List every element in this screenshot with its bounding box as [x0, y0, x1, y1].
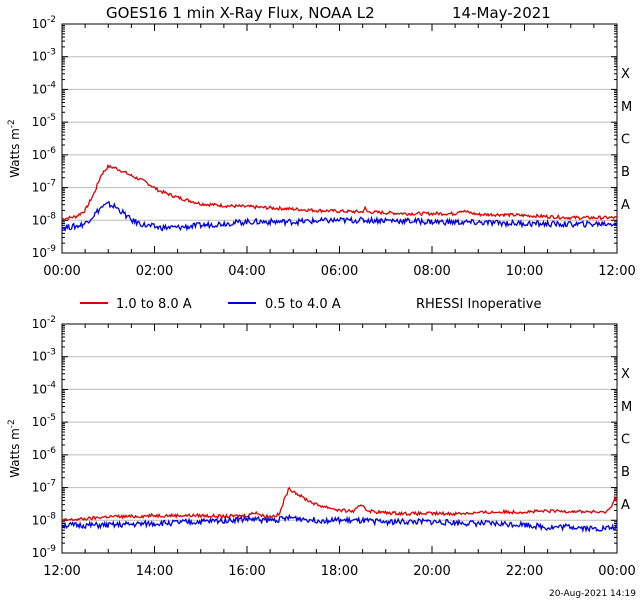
top-plot-frame	[61, 23, 618, 254]
bottom-ytick-base: 10	[32, 350, 47, 364]
top-ytick-base: 10	[32, 50, 47, 64]
top-ytick-exponent: -5	[47, 113, 56, 123]
top-xtick-label: 12:00	[598, 264, 635, 279]
top-flare-class-c: C	[621, 133, 630, 148]
bottom-xtick-label: 20:00	[413, 564, 450, 579]
bottom-ytick-base: 10	[32, 513, 47, 527]
top-ytick-label: 10-5	[32, 113, 56, 129]
top-xtick-label: 10:00	[506, 264, 543, 279]
bottom-series-short-0.5-4A	[61, 513, 618, 534]
generated-timestamp: 20-Aug-2021 14:19	[549, 589, 636, 599]
bottom-ytick-label: 10-2	[32, 315, 56, 331]
bottom-yaxis-label-exponent: -2	[7, 419, 17, 428]
top-ytick-base: 10	[32, 17, 47, 31]
top-flare-class-b: B	[621, 165, 630, 180]
top-series-short-0.5-4A	[61, 200, 618, 232]
bottom-ytick-label: 10-6	[32, 446, 57, 462]
top-ytick-label: 10-2	[32, 15, 56, 31]
bottom-ytick-base: 10	[32, 546, 47, 560]
top-ytick-label: 10-6	[32, 146, 57, 162]
bottom-panel-plot: 10-910-810-710-610-510-410-310-2ABCMXWat…	[7, 315, 636, 579]
bottom-ytick-base: 10	[32, 415, 47, 429]
top-ytick-exponent: -7	[47, 179, 56, 189]
top-ytick-label: 10-3	[32, 48, 56, 64]
top-ytick-label: 10-7	[32, 179, 56, 195]
bottom-flare-class-m: M	[621, 400, 632, 415]
bottom-ytick-label: 10-3	[32, 348, 56, 364]
legend-label-short: 0.5 to 4.0 A	[265, 297, 341, 312]
bottom-flare-class-c: C	[621, 433, 630, 448]
bottom-xtick-label: 00:00	[598, 564, 635, 579]
top-ytick-exponent: -4	[47, 80, 56, 90]
bottom-ytick-exponent: -7	[47, 479, 56, 489]
bottom-ytick-exponent: -6	[47, 446, 56, 456]
bottom-xtick-label: 14:00	[136, 564, 173, 579]
bottom-ytick-exponent: -4	[47, 380, 56, 390]
top-ytick-exponent: -3	[47, 48, 56, 58]
bottom-ytick-exponent: -5	[47, 413, 56, 423]
bottom-series-long-1-8A	[61, 486, 618, 522]
top-ytick-exponent: -8	[47, 211, 56, 221]
bottom-plot-frame	[61, 323, 618, 554]
bottom-ytick-label: 10-4	[32, 380, 57, 396]
bottom-yaxis-label: Watts m-2	[7, 419, 22, 478]
top-ytick-base: 10	[32, 246, 47, 260]
bottom-xtick-label: 16:00	[228, 564, 265, 579]
bottom-xtick-label: 12:00	[43, 564, 80, 579]
bottom-ytick-base: 10	[32, 317, 47, 331]
legend: 1.0 to 8.0 A 0.5 to 4.0 A RHESSI Inopera…	[80, 297, 541, 312]
bottom-ytick-exponent: -9	[47, 544, 56, 554]
top-ytick-exponent: -2	[47, 15, 56, 25]
bottom-flare-class-a: A	[621, 498, 630, 513]
bottom-ytick-exponent: -3	[47, 348, 56, 358]
bottom-ytick-exponent: -8	[47, 511, 56, 521]
bottom-ytick-base: 10	[32, 481, 47, 495]
top-xtick-label: 02:00	[136, 264, 173, 279]
top-xtick-label: 06:00	[321, 264, 358, 279]
top-ytick-exponent: -9	[47, 244, 56, 254]
chart-title: GOES16 1 min X-Ray Flux, NOAA L2	[106, 4, 375, 22]
bottom-ytick-label: 10-8	[32, 511, 57, 527]
top-ytick-base: 10	[32, 115, 47, 129]
bottom-ytick-base: 10	[32, 448, 47, 462]
bottom-ytick-label: 10-5	[32, 413, 56, 429]
top-ytick-label: 10-9	[32, 244, 57, 260]
bottom-ytick-base: 10	[32, 382, 47, 396]
top-ytick-base: 10	[32, 213, 47, 227]
bottom-xtick-label: 18:00	[321, 564, 358, 579]
top-xtick-label: 00:00	[43, 264, 80, 279]
top-ytick-label: 10-8	[32, 211, 57, 227]
top-flare-class-x: X	[621, 67, 630, 82]
bottom-xtick-label: 22:00	[506, 564, 543, 579]
top-flare-class-m: M	[621, 100, 632, 115]
top-flare-class-a: A	[621, 198, 630, 213]
top-xtick-label: 08:00	[413, 264, 450, 279]
legend-label-long: 1.0 to 8.0 A	[116, 297, 192, 312]
chart-date: 14-May-2021	[452, 4, 551, 22]
bottom-ytick-label: 10-7	[32, 479, 56, 495]
top-ytick-label: 10-4	[32, 80, 57, 96]
top-yaxis-label: Watts m-2	[7, 119, 22, 178]
bottom-flare-class-b: B	[621, 465, 630, 480]
top-series-long-1-8A	[61, 163, 618, 221]
top-ytick-exponent: -6	[47, 146, 56, 156]
rhessi-note: RHESSI Inoperative	[416, 297, 541, 312]
bottom-yaxis-label-text: Watts m	[8, 428, 22, 478]
top-ytick-base: 10	[32, 82, 47, 96]
top-yaxis-label-text: Watts m	[8, 128, 22, 178]
top-panel-plot: 10-910-810-710-610-510-410-310-2ABCMXWat…	[7, 15, 636, 279]
bottom-flare-class-x: X	[621, 367, 630, 382]
bottom-ytick-label: 10-9	[32, 544, 57, 560]
bottom-ytick-exponent: -2	[47, 315, 56, 325]
top-ytick-base: 10	[32, 181, 47, 195]
top-xtick-label: 04:00	[228, 264, 265, 279]
top-yaxis-label-exponent: -2	[7, 119, 17, 128]
top-ytick-base: 10	[32, 148, 47, 162]
